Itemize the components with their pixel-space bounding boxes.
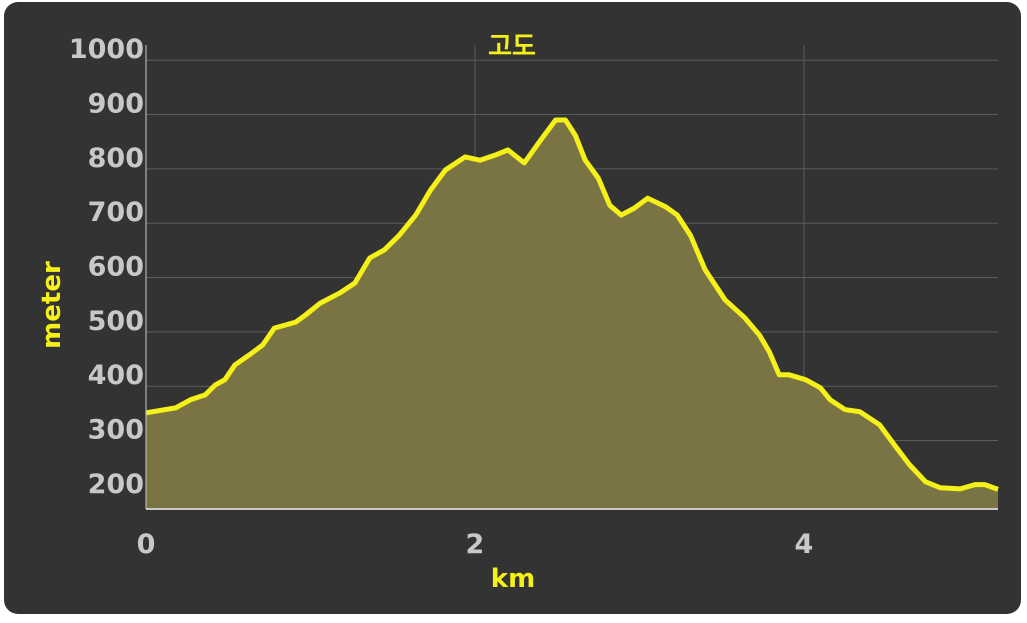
y-tick-label: 400 xyxy=(88,360,144,391)
y-tick-label: 300 xyxy=(88,415,144,446)
y-tick-label: 1000 xyxy=(69,34,144,65)
elevation-line xyxy=(145,117,999,492)
y-tick-label: 900 xyxy=(88,89,144,120)
x-axis-label: km xyxy=(491,564,535,594)
x-tick-label: 2 xyxy=(466,529,485,560)
y-tick-label: 600 xyxy=(88,252,144,283)
y-tick-label: 700 xyxy=(88,197,144,228)
x-tick-label: 0 xyxy=(137,529,156,560)
area-fill xyxy=(146,120,998,509)
chart-title: 고도 xyxy=(488,32,536,62)
y-tick-label: 500 xyxy=(88,306,144,337)
x-tick-label: 4 xyxy=(795,529,814,560)
y-axis-label: meter xyxy=(37,261,67,349)
y-tick-label: 200 xyxy=(88,469,144,500)
y-tick-label: 800 xyxy=(88,143,144,174)
